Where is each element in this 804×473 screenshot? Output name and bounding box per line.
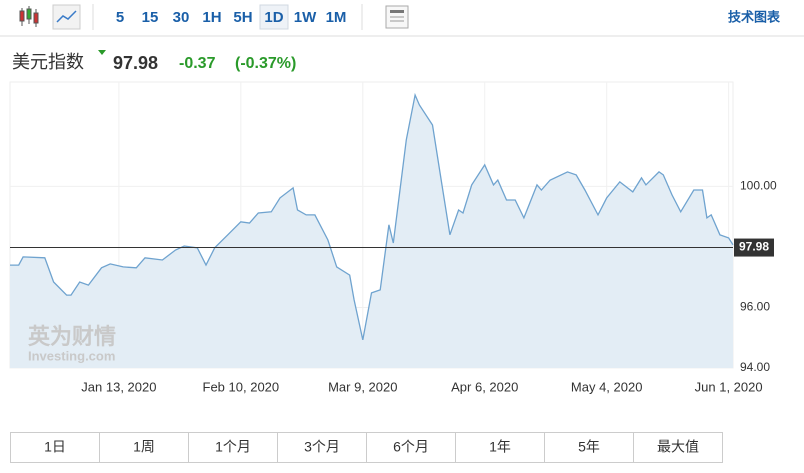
y-tick-label: 94.00 xyxy=(740,360,770,374)
watermark-site: Investing.com xyxy=(28,348,115,363)
interval-button[interactable]: 1M xyxy=(326,9,347,26)
range-button[interactable] xyxy=(633,432,723,463)
last-value-box xyxy=(734,238,774,257)
y-tick-label: 100.00 xyxy=(740,179,777,193)
technical-link[interactable]: 技术图表 xyxy=(728,9,781,24)
x-tick-label: Feb 10, 2020 xyxy=(203,379,280,394)
x-tick-label: May 4, 2020 xyxy=(571,379,643,394)
range-button[interactable] xyxy=(10,432,100,463)
interval-button[interactable]: 1H xyxy=(202,9,221,26)
price-line xyxy=(10,92,734,341)
range-button[interactable] xyxy=(277,432,367,463)
range-label[interactable]: 1日 xyxy=(44,439,66,455)
range-button[interactable] xyxy=(99,432,189,463)
interval-button[interactable]: 15 xyxy=(142,9,159,26)
range-label[interactable]: 6个月 xyxy=(393,439,429,455)
x-tick-label: Jun 1, 2020 xyxy=(695,379,763,394)
range-label[interactable]: 1个月 xyxy=(215,439,251,455)
range-button[interactable] xyxy=(455,432,545,463)
x-tick-label: Apr 6, 2020 xyxy=(451,379,518,394)
interval-button[interactable]: 30 xyxy=(173,9,190,26)
watermark-brand: 英为财情 xyxy=(28,324,116,349)
instrument-name: 美元指数 xyxy=(12,52,84,72)
area-fill xyxy=(10,95,733,368)
change: -0.37 xyxy=(179,55,216,72)
line-icon[interactable] xyxy=(52,4,81,30)
interval-selected-bg xyxy=(259,4,289,30)
x-tick-label: Mar 9, 2020 xyxy=(328,379,397,394)
y-tick-label: 96.00 xyxy=(740,300,770,314)
interval-button[interactable]: 5 xyxy=(116,9,124,26)
interval-button[interactable]: 1W xyxy=(294,9,317,26)
interval-button[interactable]: 1D xyxy=(264,9,283,26)
range-label[interactable]: 1年 xyxy=(489,439,511,455)
range-label[interactable]: 5年 xyxy=(578,439,600,455)
toolbar-icons xyxy=(0,4,804,37)
range-label[interactable]: 最大值 xyxy=(657,439,699,455)
last-price: 97.98 xyxy=(113,53,158,73)
range-label[interactable]: 3个月 xyxy=(304,439,340,455)
range-button[interactable] xyxy=(544,432,634,463)
change-percent: (-0.37%) xyxy=(235,55,296,72)
x-tick-label: Jan 13, 2020 xyxy=(81,379,156,394)
range-button[interactable] xyxy=(188,432,278,463)
last-value-label: 97.98 xyxy=(739,240,769,254)
range-label[interactable]: 1周 xyxy=(133,439,155,455)
interval-button[interactable]: 5H xyxy=(233,9,252,26)
down-indicator xyxy=(98,50,106,55)
